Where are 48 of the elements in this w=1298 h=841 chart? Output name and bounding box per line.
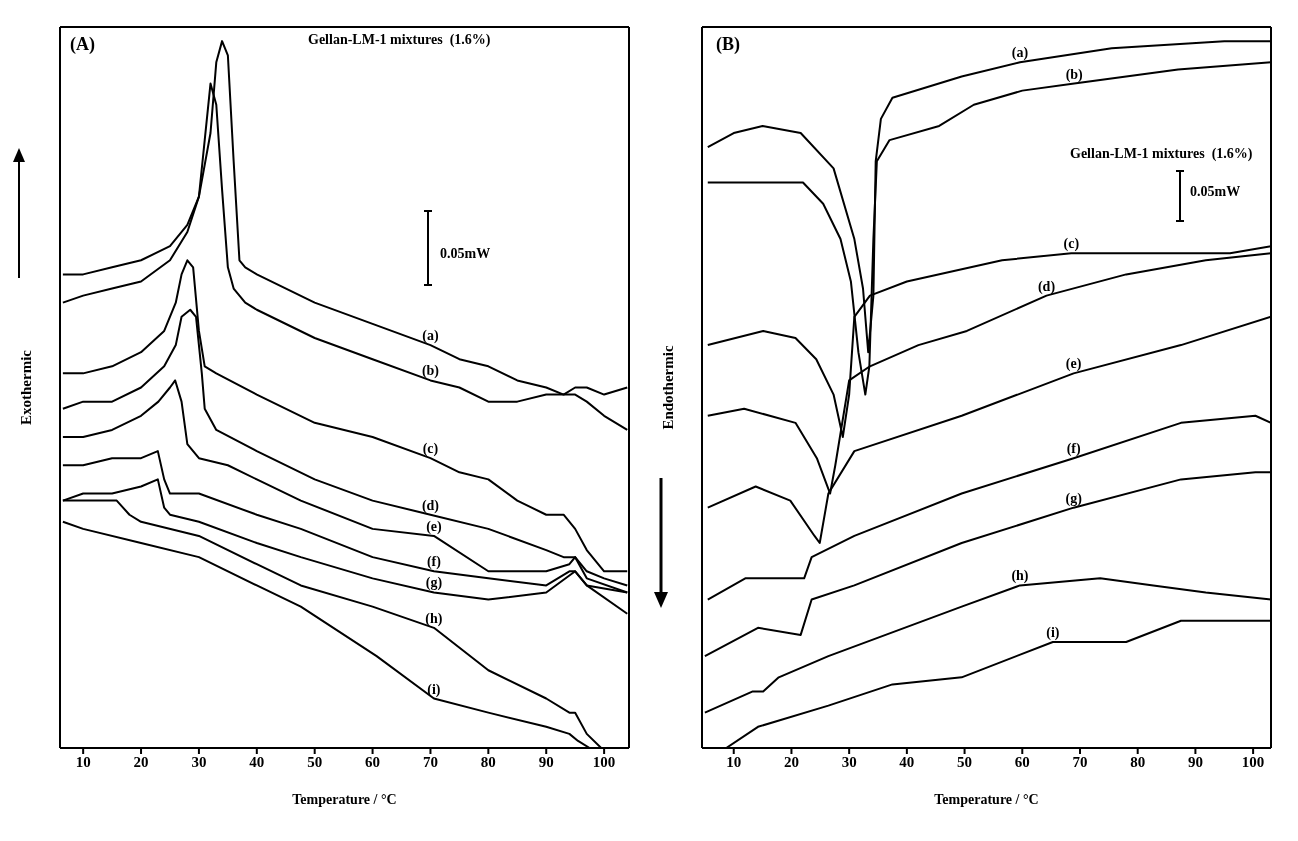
series-label: (i) bbox=[1046, 624, 1060, 641]
chart-title: (A) bbox=[70, 34, 95, 55]
series-label: (g) bbox=[425, 575, 443, 592]
series-label: (a) bbox=[422, 328, 439, 345]
series-label: (a) bbox=[1011, 45, 1029, 62]
x-tick-label: 40 bbox=[899, 753, 915, 770]
x-tick-label: 10 bbox=[75, 753, 91, 770]
series-label: (c) bbox=[1063, 236, 1080, 253]
x-tick-label: 30 bbox=[191, 753, 207, 770]
x-tick-label: 10 bbox=[726, 753, 742, 770]
series-label: (e) bbox=[426, 518, 443, 535]
x-tick-label: 60 bbox=[1014, 753, 1030, 770]
series-label: (i) bbox=[427, 681, 441, 698]
annotation: 0.05mW bbox=[440, 246, 491, 262]
x-tick-label: 80 bbox=[480, 753, 496, 770]
x-tick-label: 50 bbox=[307, 753, 323, 770]
x-axis-title: Temperature / °C bbox=[934, 792, 1039, 807]
series-label: (h) bbox=[1011, 568, 1029, 585]
x-tick-label: 30 bbox=[841, 753, 857, 770]
series-label: (f) bbox=[426, 554, 442, 571]
series-label: (c) bbox=[422, 441, 439, 458]
x-axis-title: Temperature / °C bbox=[292, 792, 397, 807]
series-label: (e) bbox=[1065, 356, 1082, 373]
x-tick-label: 90 bbox=[538, 753, 554, 770]
series-label: (f) bbox=[1066, 441, 1081, 458]
annotation: 0.05mW bbox=[1190, 184, 1241, 200]
x-tick-label: 90 bbox=[1187, 753, 1203, 770]
x-tick-label: 60 bbox=[365, 753, 381, 770]
series-label: (b) bbox=[1065, 66, 1084, 83]
x-tick-label: 20 bbox=[133, 753, 149, 770]
x-tick-label: 100 bbox=[592, 753, 616, 770]
chart-title: (B) bbox=[716, 34, 740, 55]
series-label: (b) bbox=[421, 363, 440, 380]
x-tick-label: 20 bbox=[783, 753, 799, 770]
series-label: (g) bbox=[1065, 490, 1083, 507]
x-tick-label: 100 bbox=[1241, 753, 1265, 770]
series-label: (d) bbox=[421, 497, 440, 514]
x-tick-label: 70 bbox=[422, 753, 438, 770]
annotation: Gellan-LM-1 mixtures (1.6%) bbox=[308, 32, 491, 48]
x-tick-label: 50 bbox=[957, 753, 973, 770]
series-label: (h) bbox=[425, 610, 443, 627]
series-label: (d) bbox=[1037, 278, 1056, 295]
y-axis-title: Endothermic bbox=[660, 345, 677, 430]
x-tick-label: 70 bbox=[1072, 753, 1088, 770]
x-tick-label: 40 bbox=[249, 753, 265, 770]
annotation: Gellan-LM-1 mixtures (1.6%) bbox=[1070, 146, 1253, 162]
y-axis-title: Exothermic bbox=[18, 349, 35, 425]
x-tick-label: 80 bbox=[1130, 753, 1146, 770]
